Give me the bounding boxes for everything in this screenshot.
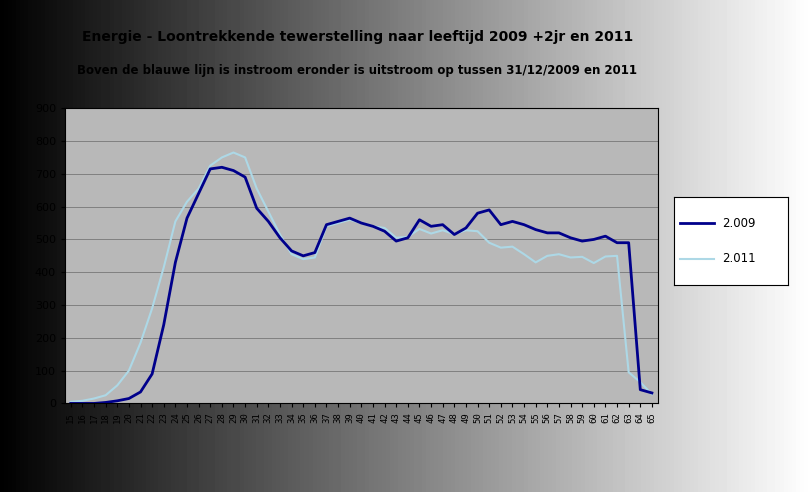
- 2.011: [646, 391, 656, 397]
- Line: 2.009: 2.009: [71, 167, 651, 403]
- 2.011: [496, 245, 505, 250]
- Text: 2.009: 2.009: [721, 217, 754, 230]
- Text: Energie - Loontrekkende tewerstelling naar leeftijd 2009 +2jr en 2011: Energie - Loontrekkende tewerstelling na…: [82, 30, 632, 43]
- 2.009: [635, 387, 645, 393]
- Text: Boven de blauwe lijn is instroom eronder is uitstroom op tussen 31/12/2009 en 20: Boven de blauwe lijn is instroom eronder…: [77, 64, 637, 77]
- 2.009: [194, 190, 204, 196]
- 2.009: [263, 218, 272, 224]
- 2.011: [251, 185, 261, 191]
- 2.009: [646, 390, 656, 396]
- 2.011: [461, 227, 470, 233]
- Line: 2.011: 2.011: [71, 153, 651, 402]
- Text: 2.011: 2.011: [721, 252, 754, 265]
- 2.009: [496, 222, 505, 228]
- 2.011: [263, 209, 272, 215]
- 2.009: [461, 225, 470, 231]
- 2.009: [251, 205, 261, 211]
- 2.011: [66, 399, 75, 405]
- 2.011: [194, 185, 204, 191]
- 2.009: [217, 164, 226, 170]
- 2.011: [635, 379, 645, 385]
- 2.009: [66, 400, 75, 406]
- 2.011: [229, 150, 238, 155]
